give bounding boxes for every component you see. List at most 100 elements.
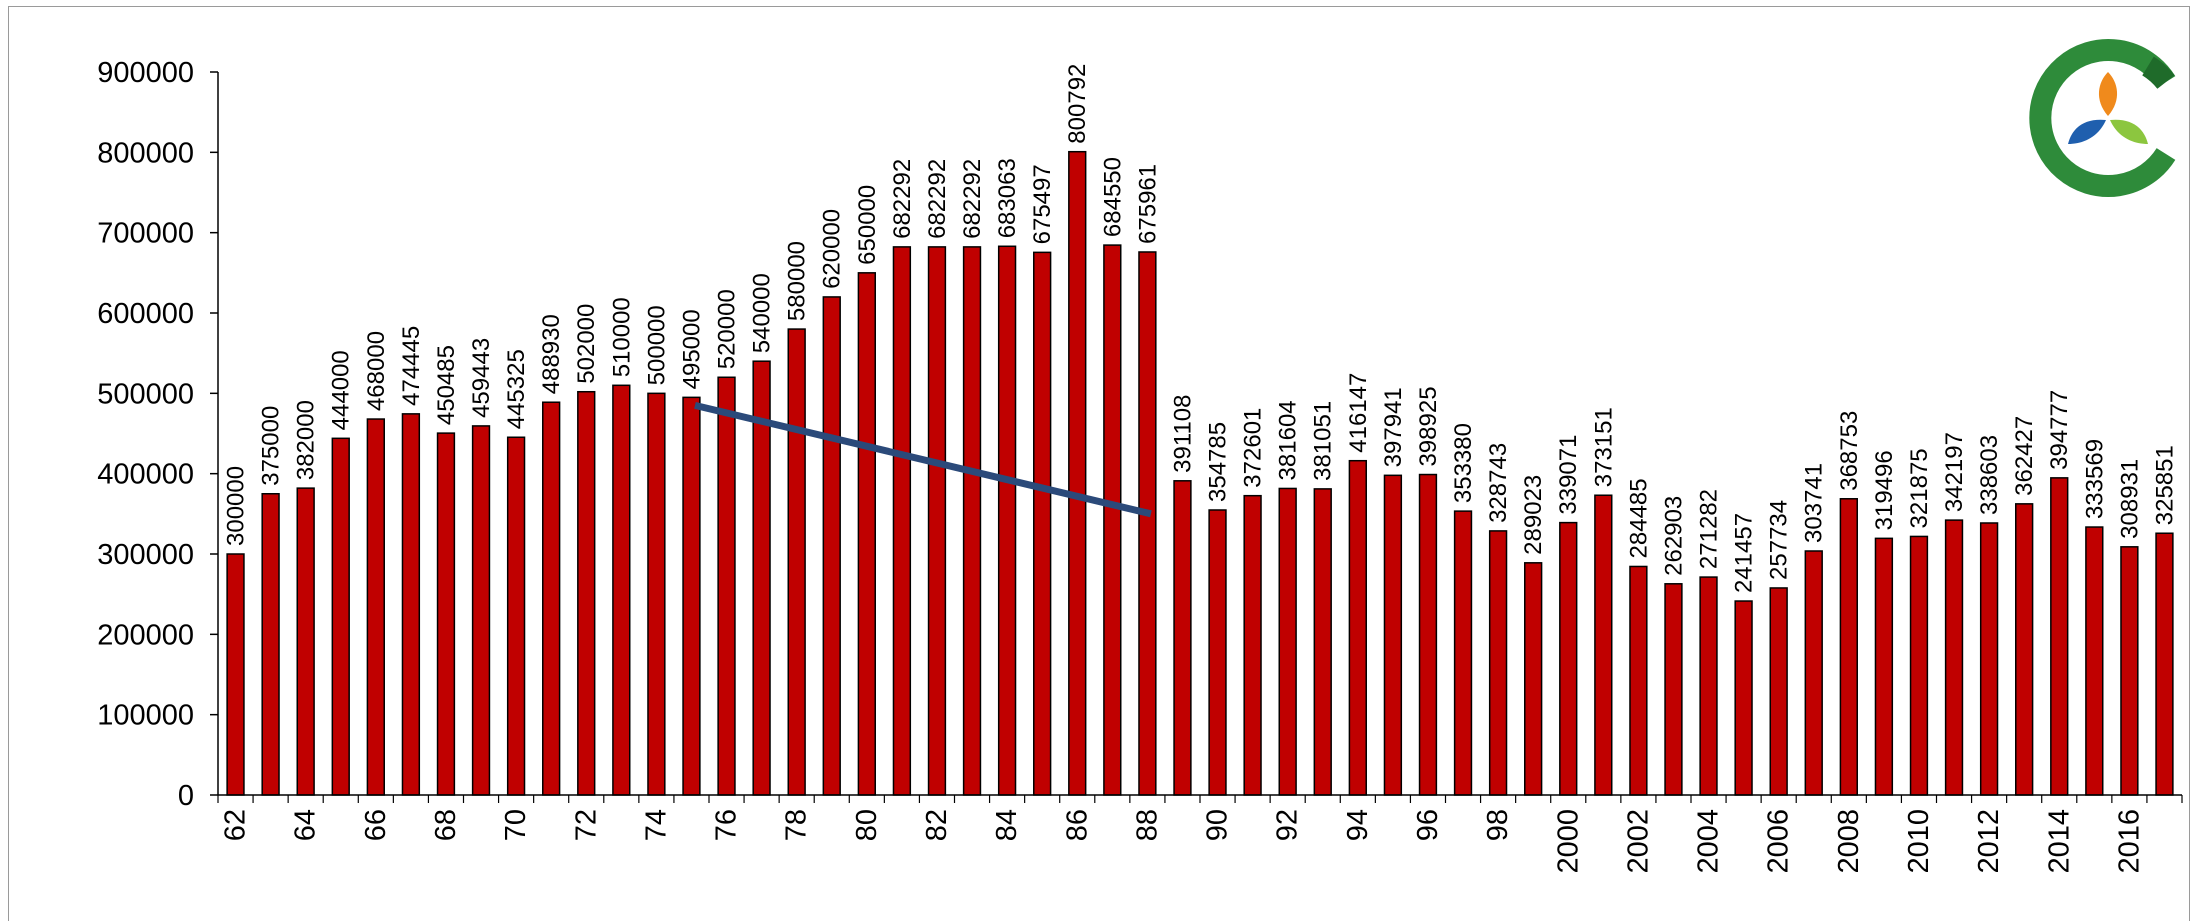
data-label: 342197 [1941, 432, 1968, 512]
data-label: 372601 [1240, 408, 1267, 488]
data-label: 257734 [1766, 500, 1793, 580]
data-label: 338603 [1976, 435, 2003, 515]
x-tick-label: 2016 [2113, 809, 2145, 874]
bar [542, 401, 561, 796]
bar [1033, 251, 1052, 796]
data-label: 682292 [924, 159, 951, 239]
x-tick-label: 64 [290, 809, 322, 841]
bar [436, 432, 456, 796]
bar [2120, 546, 2139, 796]
bar [1629, 565, 1648, 796]
x-tick-label: 66 [360, 809, 392, 841]
bar [1909, 535, 1929, 796]
data-label: 353380 [1450, 423, 1477, 503]
bar [1453, 510, 1473, 796]
data-label: 397941 [1380, 387, 1407, 467]
bar [506, 436, 526, 796]
x-tick-label: 2010 [1903, 809, 1935, 874]
data-label: 468000 [363, 331, 390, 411]
bar [1769, 587, 1788, 796]
data-label: 444000 [328, 350, 355, 430]
data-label: 488930 [538, 314, 565, 394]
logo-leaf-orange [2098, 72, 2118, 116]
trend-line-group [694, 401, 1152, 518]
bar [717, 376, 736, 796]
data-label: 300000 [223, 466, 250, 546]
y-tick-label: 100000 [97, 700, 194, 732]
bar [1278, 487, 1297, 796]
logo-ring-shade [2141, 56, 2175, 90]
data-label: 381051 [1310, 401, 1337, 481]
bar [1804, 550, 1823, 796]
chart-frame [8, 6, 2190, 921]
bar [997, 245, 1017, 796]
y-tick-label: 500000 [97, 378, 194, 410]
bar [1734, 600, 1753, 796]
bar [787, 328, 806, 796]
data-label: 502000 [573, 304, 600, 384]
data-label: 375000 [258, 406, 285, 486]
x-tick-label: 80 [851, 809, 883, 841]
bar [1068, 150, 1087, 796]
data-label: 800792 [1064, 64, 1091, 144]
data-label: 540000 [749, 273, 776, 353]
x-tick-label: 82 [921, 809, 953, 841]
bar [1559, 521, 1578, 796]
bar [1594, 494, 1613, 796]
bar [962, 246, 982, 796]
data-label: 373151 [1590, 407, 1617, 487]
data-label: 650000 [854, 185, 881, 265]
data-label: 381604 [1275, 400, 1302, 480]
bar [612, 384, 631, 796]
x-tick-label: 94 [1342, 809, 1374, 841]
y-tick-label: 400000 [97, 459, 194, 491]
x-tick-label: 88 [1131, 809, 1163, 841]
data-label: 495000 [678, 309, 705, 389]
bar [261, 493, 280, 796]
data-label: 321875 [1906, 448, 1933, 528]
x-tick-label: 62 [220, 809, 252, 841]
data-label: 241457 [1731, 513, 1758, 593]
x-tick-label: 78 [781, 809, 813, 841]
data-label: 675497 [1029, 164, 1056, 244]
bar [331, 437, 350, 796]
bar [752, 360, 771, 796]
bar [1524, 562, 1543, 796]
bar [1138, 251, 1157, 796]
data-label: 303741 [1801, 463, 1828, 543]
data-label: 289023 [1520, 475, 1547, 555]
y-tick-label: 900000 [97, 57, 194, 89]
data-label: 682292 [959, 159, 986, 239]
data-label: 391108 [1169, 394, 1196, 472]
data-label: 362427 [2011, 416, 2038, 496]
bar [296, 487, 315, 796]
y-tick-label: 600000 [97, 298, 194, 330]
bar [226, 553, 245, 796]
bar [1348, 459, 1367, 796]
data-label: 339071 [1555, 435, 1582, 515]
data-label: 382000 [293, 400, 320, 480]
bar [1103, 244, 1122, 796]
x-tick-label: 98 [1482, 809, 1514, 841]
bar [471, 425, 491, 796]
bar [822, 296, 841, 796]
x-tick-label: 84 [991, 809, 1023, 841]
data-label: 325851 [2151, 445, 2178, 525]
y-tick-label: 0 [178, 780, 194, 812]
x-tick-label: 72 [570, 809, 602, 841]
y-tick-label: 300000 [97, 539, 194, 571]
bar [2050, 477, 2069, 796]
data-label: 683063 [994, 158, 1021, 238]
bar [577, 390, 596, 796]
data-label: 675961 [1134, 164, 1161, 244]
data-label: 368753 [1836, 411, 1863, 491]
x-tick-label: 2012 [1973, 809, 2005, 874]
bar [647, 392, 666, 796]
data-labels: 300000 375000 382000 444000 468000 474445 4504… [223, 64, 2179, 593]
data-label: 682292 [889, 159, 916, 239]
y-axis: 0 100000 200000 300000 400000 500000 600000 700… [97, 57, 219, 812]
y-tick-label: 800000 [97, 137, 194, 169]
bar [1243, 494, 1262, 796]
data-label: 620000 [819, 209, 846, 289]
